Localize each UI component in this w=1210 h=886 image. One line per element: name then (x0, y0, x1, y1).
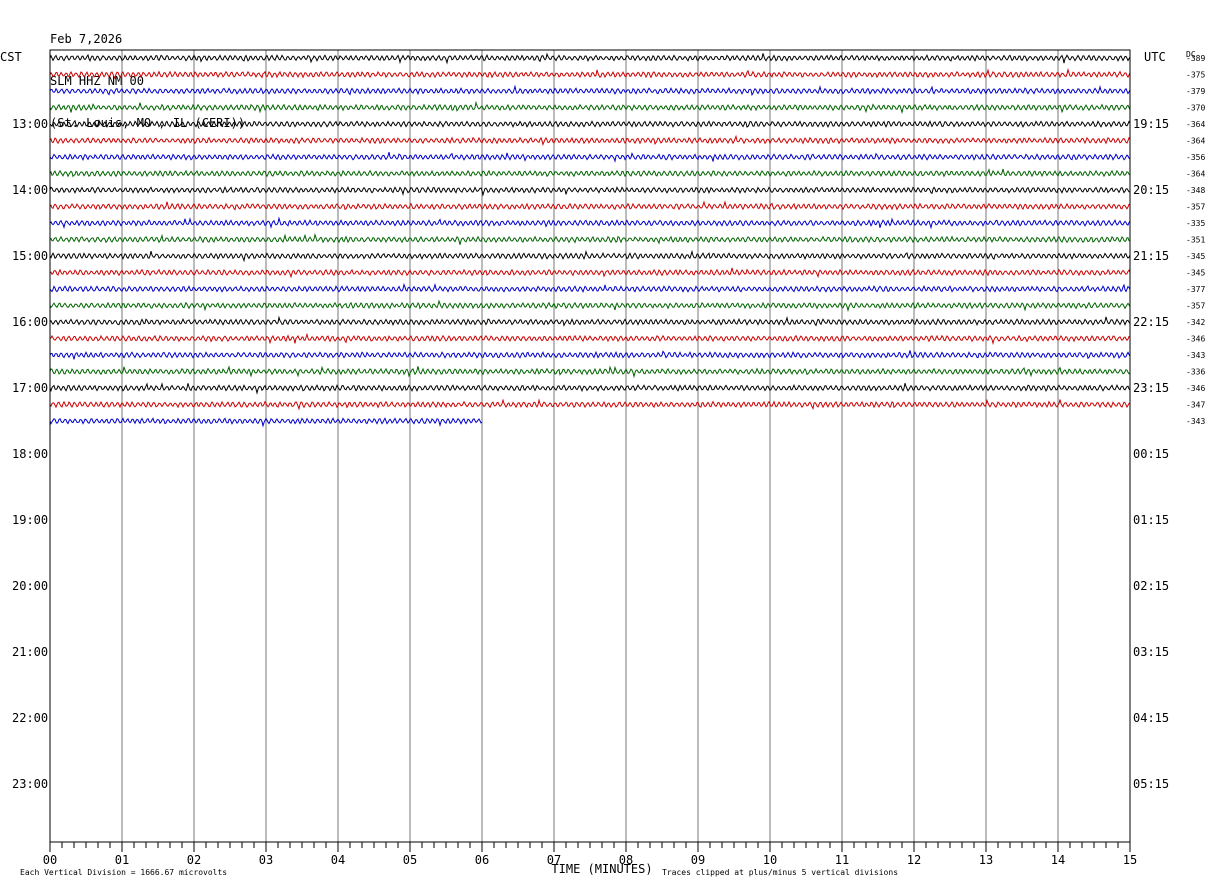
dc-offset-label: -336 (1186, 368, 1205, 377)
trace-line (49, 100, 1131, 115)
trace-line (49, 84, 1131, 97)
utc-axis-label: UTC (1144, 50, 1166, 64)
footer-scale-note: Each Vertical Division = 1666.67 microvo… (20, 868, 227, 877)
utc-hour-label: 01:15 (1133, 513, 1169, 527)
dc-offset-label: -357 (1186, 302, 1205, 311)
trace-line (49, 168, 1131, 178)
trace-line (49, 417, 483, 428)
x-tick-label: 09 (691, 853, 705, 867)
dc-offset-label: -357 (1186, 203, 1205, 212)
x-tick-label: 03 (259, 853, 273, 867)
dc-offset-label: -342 (1186, 318, 1205, 327)
dc-offset-label: -346 (1186, 335, 1205, 344)
trace-line (49, 67, 1131, 80)
trace-line (49, 267, 1131, 279)
x-tick-label: 12 (907, 853, 921, 867)
dc-offset-label: -347 (1186, 401, 1205, 410)
trace-line (49, 365, 1131, 379)
x-tick-label: 06 (475, 853, 489, 867)
trace-line (49, 398, 1131, 411)
cst-hour-label: 17:00 (12, 381, 48, 395)
trace-line (49, 200, 1130, 211)
station-label: SLM HHZ NM 00 (50, 74, 144, 88)
x-axis-title: TIME (MINUTES) (551, 862, 652, 876)
dc-offset-label: -351 (1186, 236, 1205, 245)
trace-line (49, 233, 1131, 245)
trace-line (49, 134, 1131, 146)
cst-hour-label: 14:00 (12, 183, 48, 197)
cst-hour-label: 19:00 (12, 513, 48, 527)
utc-hour-label: 00:15 (1133, 447, 1169, 461)
x-tick-label: 10 (763, 853, 777, 867)
utc-hour-label: 05:15 (1133, 777, 1169, 791)
plot-frame (49, 49, 1131, 843)
x-tick-label: 01 (115, 853, 129, 867)
trace-line (49, 315, 1131, 327)
cst-hour-label: 21:00 (12, 645, 48, 659)
footer-clip-note: Traces clipped at plus/minus 5 vertical … (662, 868, 898, 877)
x-tick-label: 04 (331, 853, 345, 867)
utc-hour-label: 04:15 (1133, 711, 1169, 725)
trace-line (49, 216, 1131, 230)
dc-header-label: DC (1186, 50, 1196, 59)
trace-line (49, 52, 1131, 65)
cst-hour-label: 18:00 (12, 447, 48, 461)
x-tick-label: 11 (835, 853, 849, 867)
utc-hour-label: 21:15 (1133, 249, 1169, 263)
x-tick-label: 14 (1051, 853, 1065, 867)
axis-labels: 00 01 02 03 04 05 06 07 08 09 10 11 12 13 14 15 -389 -375… (0, 50, 1205, 877)
trace-line (49, 332, 1131, 346)
trace-line (49, 151, 1131, 163)
date-label: Feb 7,2026 (50, 32, 123, 46)
dc-offset-label: -364 (1186, 120, 1205, 129)
dc-offset-label: -348 (1186, 186, 1205, 195)
dc-offset-label: -364 (1186, 170, 1205, 179)
dc-offset-label: -345 (1186, 269, 1205, 278)
x-tick-label: 15 (1123, 853, 1137, 867)
dc-offset-label: -379 (1186, 87, 1205, 96)
trace-line (49, 119, 1131, 128)
dc-offset-label: -346 (1186, 384, 1205, 393)
cst-hour-label: 15:00 (12, 249, 48, 263)
trace-line (49, 249, 1131, 263)
x-tick-label: 02 (187, 853, 201, 867)
dc-offset-label: -370 (1186, 104, 1205, 113)
utc-hour-label: 03:15 (1133, 645, 1169, 659)
x-tick-label: 00 (43, 853, 57, 867)
dc-offset-label: -345 (1186, 252, 1205, 261)
x-tick-label: 05 (403, 853, 417, 867)
utc-hour-label: 02:15 (1133, 579, 1169, 593)
cst-hour-label: 13:00 (12, 117, 48, 131)
dc-offset-label: -356 (1186, 153, 1205, 162)
utc-hour-label: 19:15 (1133, 117, 1169, 131)
cst-hour-label: 22:00 (12, 711, 48, 725)
trace-line (49, 299, 1131, 313)
trace-line (49, 282, 1131, 293)
trace-line (49, 382, 1131, 395)
cst-axis-label: CST (0, 50, 22, 64)
dc-offset-label: -375 (1186, 71, 1205, 80)
dc-offset-label: -377 (1186, 285, 1205, 294)
cst-hour-label: 20:00 (12, 579, 48, 593)
x-tick-label: 08 (619, 853, 633, 867)
dc-offset-label: -364 (1186, 137, 1205, 146)
seismic-traces (49, 52, 1131, 428)
dc-offset-label: -335 (1186, 219, 1205, 228)
utc-hour-label: 22:15 (1133, 315, 1169, 329)
trace-line (49, 350, 1131, 360)
dc-offset-label: -343 (1186, 417, 1205, 426)
cst-hour-label: 16:00 (12, 315, 48, 329)
cst-hour-label: 23:00 (12, 777, 48, 791)
utc-hour-label: 23:15 (1133, 381, 1169, 395)
grid-lines (49, 50, 1131, 852)
dc-offset-label: -343 (1186, 351, 1205, 360)
utc-hour-label: 20:15 (1133, 183, 1169, 197)
x-tick-label: 13 (979, 853, 993, 867)
trace-line (49, 186, 1131, 197)
x-tick-label: 07 (547, 853, 561, 867)
dc-offset-label: -389 (1186, 54, 1205, 63)
